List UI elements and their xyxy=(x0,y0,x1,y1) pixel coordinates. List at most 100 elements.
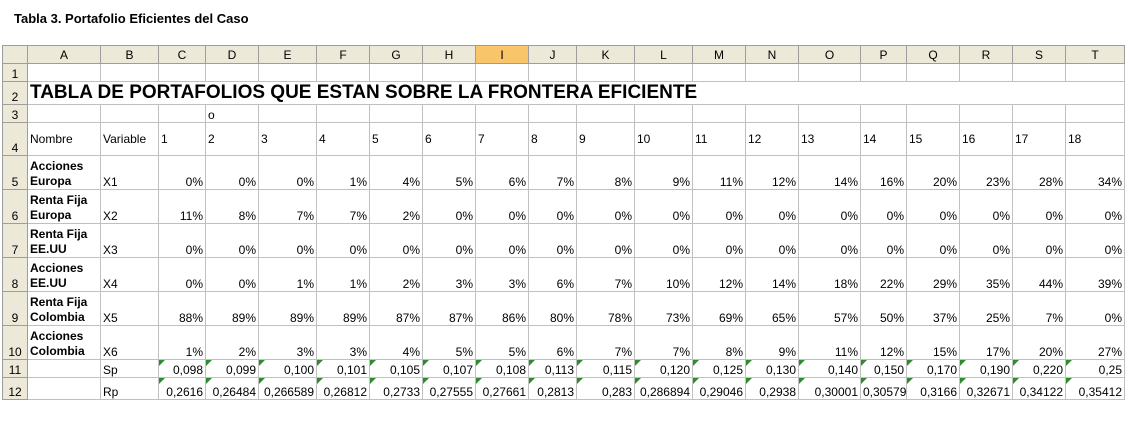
weight-cell[interactable]: 0% xyxy=(798,223,861,258)
rp-value[interactable]: 0,286894 xyxy=(634,377,693,400)
weight-cell[interactable]: 35% xyxy=(959,257,1013,292)
cell[interactable] xyxy=(959,104,1013,123)
cell[interactable] xyxy=(205,63,259,82)
weight-cell[interactable]: 11% xyxy=(798,325,861,360)
weight-cell[interactable]: 0% xyxy=(475,223,529,258)
column-header-j[interactable]: J xyxy=(528,45,577,64)
header-portfolio-6[interactable]: 6 xyxy=(422,122,476,156)
header-portfolio-18[interactable]: 18 xyxy=(1065,122,1125,156)
weight-cell[interactable]: 0% xyxy=(692,223,746,258)
sp-value[interactable]: 0,113 xyxy=(528,359,577,378)
cell[interactable] xyxy=(258,63,317,82)
rp-value[interactable]: 0,2813 xyxy=(528,377,577,400)
rp-value[interactable]: 0,3166 xyxy=(906,377,960,400)
header-portfolio-7[interactable]: 7 xyxy=(475,122,529,156)
weight-cell[interactable]: 8% xyxy=(205,189,259,224)
weight-cell[interactable]: 0% xyxy=(798,189,861,224)
weight-cell[interactable]: 17% xyxy=(959,325,1013,360)
asset-name[interactable]: Renta Fija Europa xyxy=(27,189,101,224)
weight-cell[interactable]: 0% xyxy=(745,223,799,258)
sp-label[interactable]: Sp xyxy=(100,359,159,378)
rp-value[interactable]: 0,266589 xyxy=(258,377,317,400)
cell[interactable] xyxy=(1065,63,1125,82)
weight-cell[interactable]: 1% xyxy=(316,155,370,190)
weight-cell[interactable]: 7% xyxy=(316,189,370,224)
header-portfolio-2[interactable]: 2 xyxy=(205,122,259,156)
cell[interactable] xyxy=(528,104,577,123)
weight-cell[interactable]: 0% xyxy=(1012,223,1066,258)
sp-value[interactable]: 0,125 xyxy=(692,359,746,378)
sp-value[interactable]: 0,130 xyxy=(745,359,799,378)
cell[interactable] xyxy=(158,104,206,123)
weight-cell[interactable]: 0% xyxy=(576,189,635,224)
rp-value[interactable]: 0,29046 xyxy=(692,377,746,400)
weight-cell[interactable]: 3% xyxy=(316,325,370,360)
cell[interactable] xyxy=(634,104,693,123)
cell[interactable] xyxy=(860,104,907,123)
weight-cell[interactable]: 20% xyxy=(906,155,960,190)
weight-cell[interactable]: 0% xyxy=(258,223,317,258)
header-portfolio-3[interactable]: 3 xyxy=(258,122,317,156)
cell-note[interactable]: o xyxy=(205,104,259,123)
asset-name[interactable]: Acciones Europa xyxy=(27,155,101,190)
rp-value[interactable]: 0,27661 xyxy=(475,377,529,400)
cell[interactable] xyxy=(798,104,861,123)
cell[interactable] xyxy=(27,359,101,378)
weight-cell[interactable]: 23% xyxy=(959,155,1013,190)
weight-cell[interactable]: 0% xyxy=(1065,223,1125,258)
weight-cell[interactable]: 0% xyxy=(422,223,476,258)
sp-value[interactable]: 0,101 xyxy=(316,359,370,378)
asset-variable[interactable]: X2 xyxy=(100,189,159,224)
weight-cell[interactable]: 3% xyxy=(258,325,317,360)
rp-value[interactable]: 0,2733 xyxy=(369,377,423,400)
row-header-6[interactable]: 6 xyxy=(2,189,28,224)
asset-variable[interactable]: X3 xyxy=(100,223,159,258)
weight-cell[interactable]: 5% xyxy=(422,155,476,190)
cell[interactable] xyxy=(906,63,960,82)
weight-cell[interactable]: 7% xyxy=(1012,291,1066,326)
weight-cell[interactable]: 22% xyxy=(860,257,907,292)
weight-cell[interactable]: 89% xyxy=(258,291,317,326)
asset-name[interactable]: Acciones EE.UU xyxy=(27,257,101,292)
weight-cell[interactable]: 0% xyxy=(205,155,259,190)
sp-value[interactable]: 0,099 xyxy=(205,359,259,378)
header-portfolio-15[interactable]: 15 xyxy=(906,122,960,156)
rp-value[interactable]: 0,30001 xyxy=(798,377,861,400)
column-header-b[interactable]: B xyxy=(100,45,159,64)
weight-cell[interactable]: 57% xyxy=(798,291,861,326)
cell[interactable] xyxy=(158,63,206,82)
cell[interactable] xyxy=(745,63,799,82)
weight-cell[interactable]: 0% xyxy=(745,189,799,224)
weight-cell[interactable]: 80% xyxy=(528,291,577,326)
weight-cell[interactable]: 7% xyxy=(258,189,317,224)
row-header-4[interactable]: 4 xyxy=(2,122,28,156)
weight-cell[interactable]: 0% xyxy=(860,189,907,224)
weight-cell[interactable]: 7% xyxy=(528,155,577,190)
cell[interactable] xyxy=(475,104,529,123)
asset-name[interactable]: Renta Fija Colombia xyxy=(27,291,101,326)
column-header-f[interactable]: F xyxy=(316,45,370,64)
weight-cell[interactable]: 11% xyxy=(692,155,746,190)
header-variable[interactable]: Variable xyxy=(100,122,159,156)
column-header-q[interactable]: Q xyxy=(906,45,960,64)
weight-cell[interactable]: 0% xyxy=(1065,189,1125,224)
rp-value[interactable]: 0,305795 xyxy=(860,377,907,400)
weight-cell[interactable]: 29% xyxy=(906,257,960,292)
rp-value[interactable]: 0,26484 xyxy=(205,377,259,400)
column-header-h[interactable]: H xyxy=(422,45,476,64)
cell[interactable] xyxy=(528,63,577,82)
column-header-m[interactable]: M xyxy=(692,45,746,64)
asset-variable[interactable]: X5 xyxy=(100,291,159,326)
rp-value[interactable]: 0,35412 xyxy=(1065,377,1125,400)
weight-cell[interactable]: 0% xyxy=(692,189,746,224)
weight-cell[interactable]: 89% xyxy=(205,291,259,326)
header-portfolio-16[interactable]: 16 xyxy=(959,122,1013,156)
weight-cell[interactable]: 0% xyxy=(576,223,635,258)
weight-cell[interactable]: 11% xyxy=(158,189,206,224)
cell[interactable] xyxy=(798,63,861,82)
weight-cell[interactable]: 87% xyxy=(369,291,423,326)
weight-cell[interactable]: 2% xyxy=(369,189,423,224)
weight-cell[interactable]: 0% xyxy=(205,223,259,258)
header-portfolio-12[interactable]: 12 xyxy=(745,122,799,156)
weight-cell[interactable]: 0% xyxy=(158,155,206,190)
